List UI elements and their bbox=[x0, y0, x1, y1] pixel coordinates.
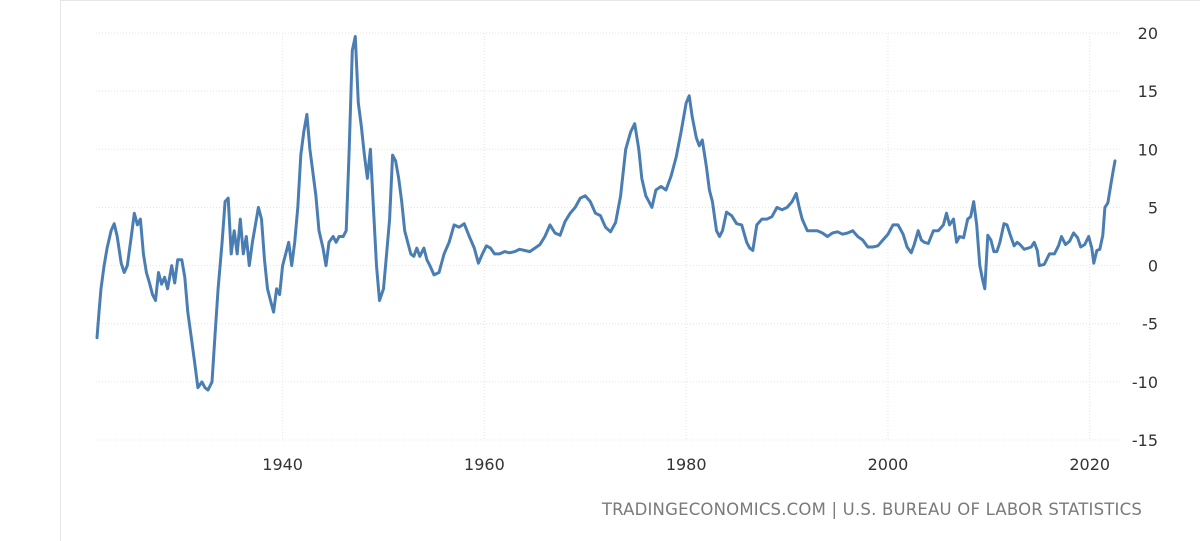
y-tick-label-10: 10 bbox=[1138, 140, 1158, 159]
y-tick-label-15: 15 bbox=[1138, 82, 1158, 101]
vertical-gridlines bbox=[282, 33, 1091, 440]
y-tick-label--15: -15 bbox=[1132, 431, 1158, 450]
series-layer bbox=[95, 35, 1117, 392]
x-tick-labels: 1940 1960 1980 2000 2020 bbox=[262, 455, 1110, 474]
x-tick-label-1940: 1940 bbox=[262, 455, 303, 474]
source-label: TRADINGECONOMICS.COM | U.S. BUREAU OF LA… bbox=[601, 500, 1142, 519]
y-tick-label-0: 0 bbox=[1148, 257, 1158, 276]
x-tick-label-2000: 2000 bbox=[868, 455, 909, 474]
y-tick-labels: -15 -10 -5 0 5 10 15 20 bbox=[1132, 24, 1158, 450]
x-tick-label-2020: 2020 bbox=[1069, 455, 1110, 474]
frame-left-border bbox=[60, 0, 61, 541]
y-tick-label-5: 5 bbox=[1148, 198, 1158, 217]
y-tick-label--5: -5 bbox=[1142, 315, 1158, 334]
y-tick-label--10: -10 bbox=[1132, 373, 1158, 392]
y-tick-label-20: 20 bbox=[1138, 24, 1158, 43]
horizontal-gridlines bbox=[96, 32, 1120, 441]
x-tick-label-1980: 1980 bbox=[666, 455, 707, 474]
series-line-0 bbox=[95, 35, 1117, 392]
frame-top-border bbox=[60, 0, 1200, 1]
x-tick-label-1960: 1960 bbox=[464, 455, 505, 474]
